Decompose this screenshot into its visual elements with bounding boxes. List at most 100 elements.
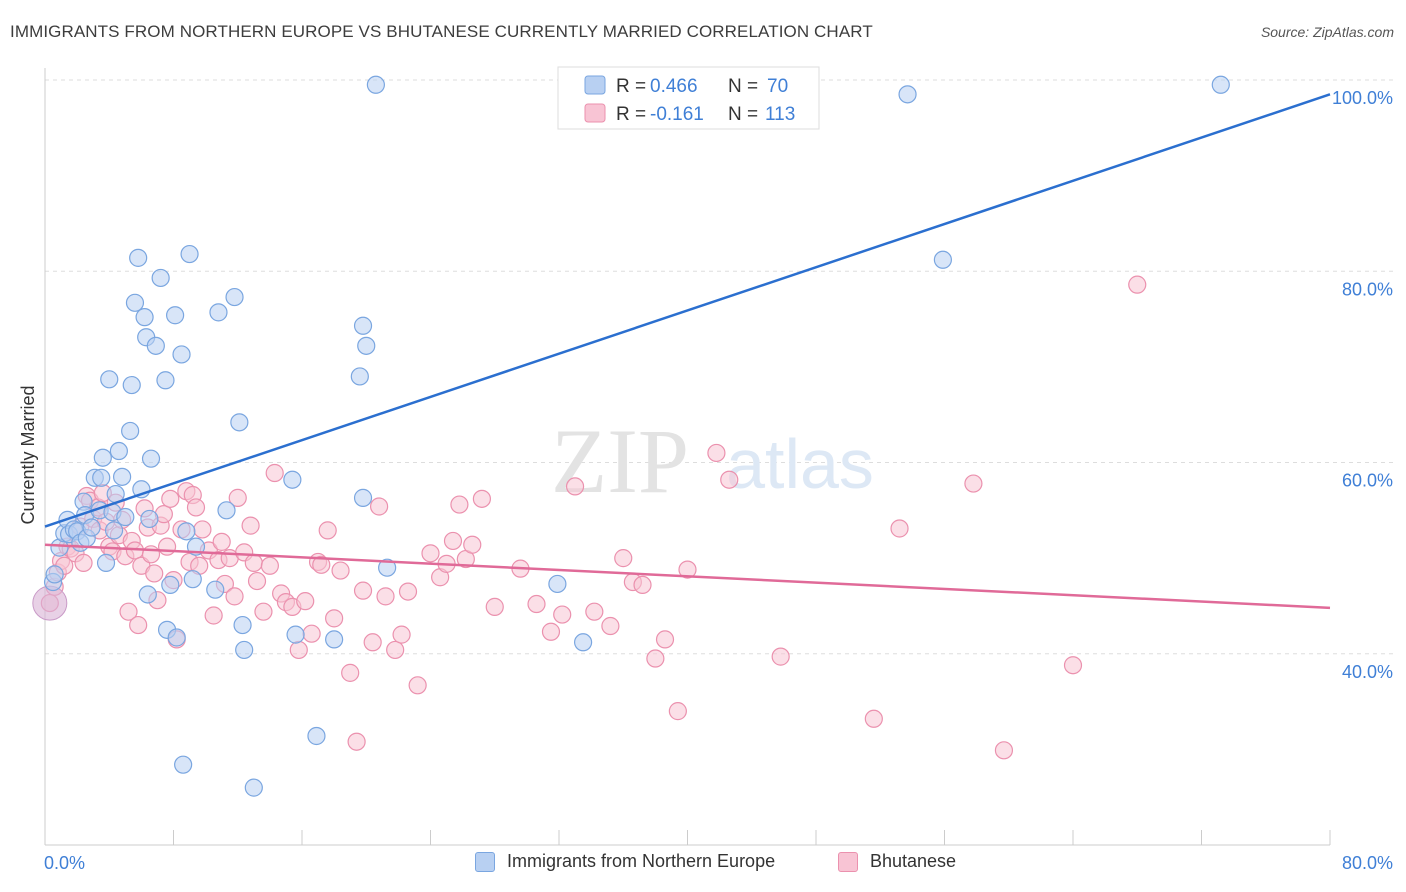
- northern-europe-point: [180, 244, 199, 264]
- northern-europe-point: [167, 628, 186, 647]
- bhutanese-point-large: [32, 585, 68, 621]
- northern-europe-point: [235, 640, 254, 660]
- bhutanese-point: [129, 615, 148, 635]
- northern-europe-point: [129, 248, 148, 267]
- bhutanese-point: [325, 609, 344, 628]
- x-tick-label-min: 0.0%: [44, 853, 85, 873]
- chart-title: IMMIGRANTS FROM NORTHERN EUROPE VS BHUTA…: [10, 22, 873, 41]
- bhutanese-point: [212, 532, 231, 551]
- northern-europe-point: [898, 85, 917, 104]
- y-tick-label: 80.0%: [1342, 279, 1393, 299]
- bhutanese-point: [421, 544, 440, 563]
- bhutanese-point: [707, 443, 726, 463]
- northern-europe-point: [177, 522, 196, 541]
- bhutanese-point: [386, 640, 405, 660]
- northern-europe-point: [286, 625, 305, 644]
- northern-europe-point: [45, 565, 64, 584]
- northern-europe-point: [93, 448, 112, 467]
- northern-europe-point: [350, 367, 369, 386]
- bhutanese-point: [302, 624, 321, 643]
- northern-europe-point: [121, 421, 140, 441]
- northern-europe-point: [92, 468, 111, 487]
- bhutanese-point: [254, 602, 273, 621]
- bhutanese-point: [443, 531, 463, 551]
- stats-r-value-pink: -0.161: [650, 104, 704, 125]
- northern-europe-point: [140, 509, 159, 529]
- bhutanese-point: [341, 663, 360, 682]
- stats-n-label-pink: N =: [728, 104, 758, 125]
- bhutanese-point: [296, 592, 315, 611]
- bhutanese-points: [32, 275, 1147, 760]
- bhutanese-point: [890, 519, 909, 538]
- bhutanese-point: [720, 470, 739, 489]
- bhutanese-point: [289, 640, 308, 660]
- bhutanese-point: [614, 549, 633, 568]
- bhutanese-point: [565, 477, 585, 496]
- bhutanese-point: [186, 498, 206, 517]
- bhutanese-point: [553, 605, 572, 624]
- northern-europe-point: [156, 371, 175, 390]
- northern-europe-points: [43, 75, 1230, 797]
- bhutanese-point: [668, 702, 687, 721]
- northern-europe-point: [174, 755, 193, 774]
- northern-europe-point: [230, 413, 249, 432]
- northern-europe-point: [325, 630, 344, 649]
- bhutanese-point: [655, 630, 675, 649]
- legend-label-bhutanese: Bhutanese: [870, 851, 957, 871]
- legend-item-bhutanese: Bhutanese: [838, 851, 956, 872]
- bhutanese-point: [633, 575, 652, 595]
- stats-r-value-blue: 0.466: [650, 76, 698, 97]
- stats-n-value-blue: 70: [767, 76, 788, 97]
- y-tick-label: 60.0%: [1342, 471, 1393, 491]
- watermark-zip: ZIP: [551, 410, 689, 512]
- northern-europe-point: [104, 521, 124, 540]
- bhutanese-point: [994, 741, 1014, 760]
- bhutanese-point: [204, 606, 223, 625]
- bhutanese-point: [370, 497, 389, 516]
- northern-europe-point: [244, 778, 263, 797]
- bhutanese-point: [353, 581, 373, 600]
- bhutanese-point: [260, 556, 279, 575]
- northern-europe-point: [225, 287, 244, 307]
- bhutanese-point: [541, 622, 561, 641]
- bhutanese-point: [1128, 275, 1147, 294]
- stats-legend: R = 0.466 N = 70 R = -0.161 N = 113: [557, 66, 820, 130]
- northern-europe-point: [366, 75, 385, 94]
- bhutanese-point: [392, 625, 411, 644]
- northern-europe-point: [100, 370, 119, 389]
- northern-europe-point: [353, 488, 373, 507]
- bhutanese-point: [241, 516, 260, 535]
- northern-europe-point: [1211, 75, 1230, 94]
- bhutanese-point: [161, 489, 180, 508]
- watermark-atlas: atlas: [726, 425, 874, 503]
- source-label: Source: ZipAtlas.com: [1260, 24, 1394, 40]
- bhutanese-point: [119, 602, 138, 621]
- bhutanese-point: [312, 555, 331, 574]
- bhutanese-point: [331, 561, 350, 580]
- bhutanese-point: [228, 488, 247, 507]
- northern-europe-point: [217, 501, 236, 520]
- bhutanese-point: [646, 649, 665, 668]
- northern-europe-point: [548, 574, 567, 594]
- y-tick-label: 100.0%: [1332, 88, 1393, 108]
- northern-europe-point: [141, 449, 161, 468]
- bhutanese-point: [347, 732, 366, 751]
- legend-swatch-pink: [838, 851, 858, 872]
- stats-n-value-pink: 113: [765, 104, 795, 125]
- tick-labels: 40.0% 60.0% 80.0% 100.0% 0.0% 80.0%: [44, 88, 1393, 873]
- northern-europe-point: [112, 467, 132, 486]
- northern-europe-point: [357, 336, 376, 355]
- bhutanese-point: [193, 520, 212, 539]
- northern-europe-point: [233, 615, 252, 635]
- trend-line-bhutanese: [44, 543, 1331, 610]
- axes: [44, 68, 1331, 846]
- northern-europe-point: [573, 633, 593, 652]
- stats-swatch-blue: [584, 75, 606, 95]
- bhutanese-point: [376, 587, 395, 606]
- y-tick-label: 40.0%: [1342, 662, 1393, 682]
- bhutanese-point: [771, 647, 790, 666]
- northern-europe-point: [116, 507, 135, 527]
- northern-europe-point: [151, 268, 170, 288]
- northern-europe-point: [353, 316, 373, 335]
